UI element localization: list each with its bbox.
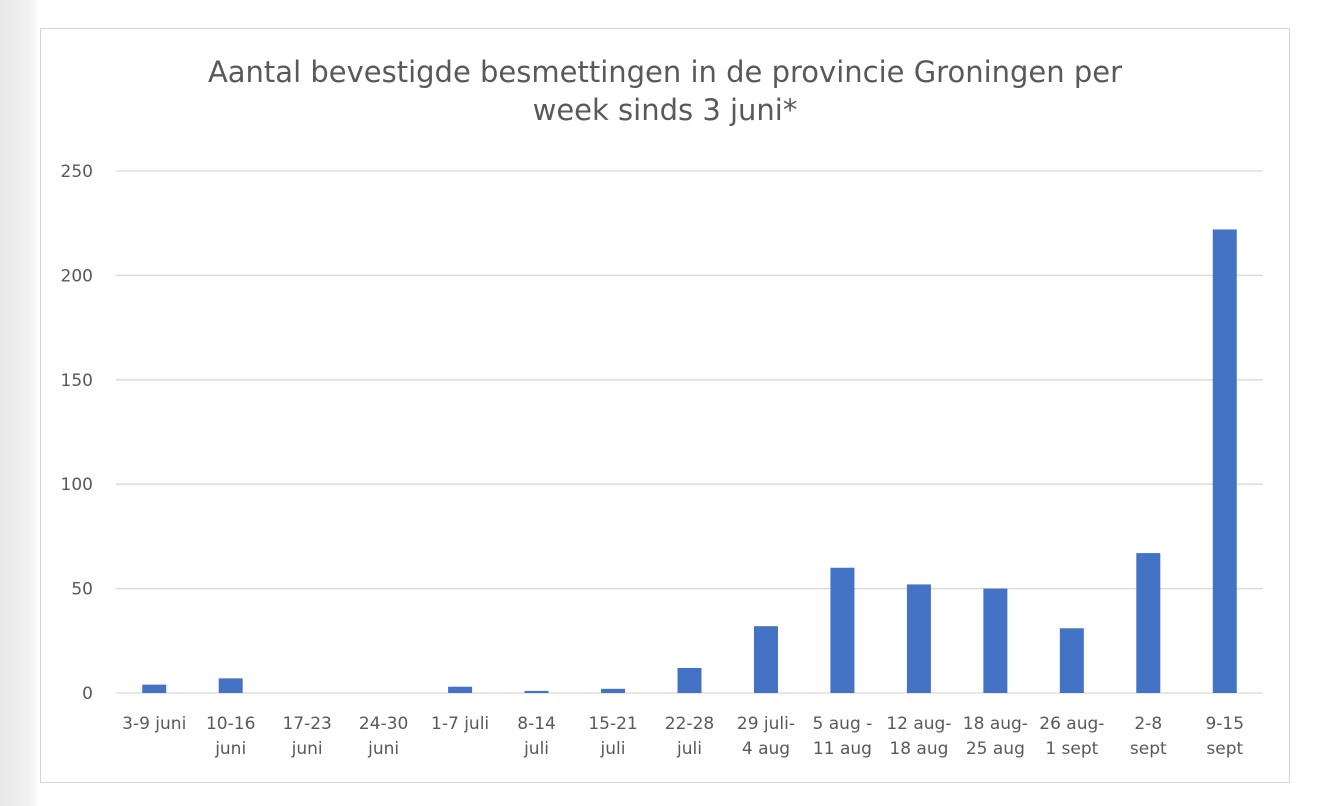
x-tick-label: juni (291, 739, 323, 759)
x-tick-label: 4 aug (742, 739, 790, 759)
bar (218, 678, 243, 693)
bars (142, 229, 1237, 694)
x-tick-label: 9-15 (1205, 714, 1244, 734)
x-tick-label: 17-23 (282, 714, 331, 734)
chart-title: Aantal bevestigde besmettingen in de pro… (0, 53, 1326, 129)
x-tick-label: 3-9 juni (122, 714, 186, 734)
bar (677, 667, 702, 693)
bar (1136, 553, 1161, 693)
x-tick-label: 8-14 (517, 714, 556, 734)
x-tick-label: 18 aug- (963, 714, 1028, 734)
x-tick-label: 12 aug- (886, 714, 951, 734)
x-tick-label: juni (214, 739, 246, 759)
bar (753, 626, 778, 693)
x-tick-label: juni (367, 739, 399, 759)
x-tick-label: 22-28 (665, 714, 714, 734)
y-tick-label: 150 (61, 371, 93, 391)
x-tick-label: 26 aug- (1039, 714, 1104, 734)
x-tick-label: 1-7 juli (431, 714, 489, 734)
bar (524, 690, 549, 693)
x-tick-label: juli (600, 739, 626, 759)
x-tick-label: juli (523, 739, 549, 759)
chart-title-line-1: Aantal bevestigde besmettingen in de pro… (207, 55, 1123, 89)
y-tick-label: 100 (61, 475, 93, 495)
x-tick-label: sept (1206, 739, 1243, 759)
x-tick-label: 24-30 (359, 714, 408, 734)
x-tick-label: 29 juli- (737, 714, 795, 734)
y-axis-tick-labels: 0 50 100 150 200 250 (61, 162, 93, 704)
x-tick-label: juli (676, 739, 702, 759)
x-tick-label: 11 aug (813, 739, 872, 759)
bar (1059, 628, 1084, 693)
x-tick-label: 10-16 (206, 714, 255, 734)
y-tick-label: 250 (61, 162, 93, 182)
y-tick-label: 50 (71, 580, 93, 600)
y-tick-label: 0 (82, 684, 93, 704)
x-tick-label: 2-8 (1134, 714, 1162, 734)
x-tick-label: 1 sept (1045, 739, 1098, 759)
bar (448, 686, 473, 693)
bar (1212, 229, 1237, 694)
bar (906, 584, 931, 693)
x-tick-label: sept (1130, 739, 1167, 759)
bar (142, 684, 167, 693)
x-tick-label: 15-21 (588, 714, 637, 734)
chart-title-line-2: week sinds 3 juni* (532, 93, 798, 127)
bar (830, 567, 855, 693)
gridlines (116, 170, 1263, 694)
x-axis-tick-labels: 3-9 juni 10-16 juni 17-23 juni 24-30 juni 1-7 j… (122, 714, 1244, 759)
x-tick-label: 5 aug - (813, 714, 873, 734)
x-tick-label: 25 aug (966, 739, 1025, 759)
bar (601, 688, 626, 693)
y-tick-label: 200 (61, 266, 93, 286)
bar (983, 588, 1008, 693)
x-tick-label: 18 aug (889, 739, 948, 759)
